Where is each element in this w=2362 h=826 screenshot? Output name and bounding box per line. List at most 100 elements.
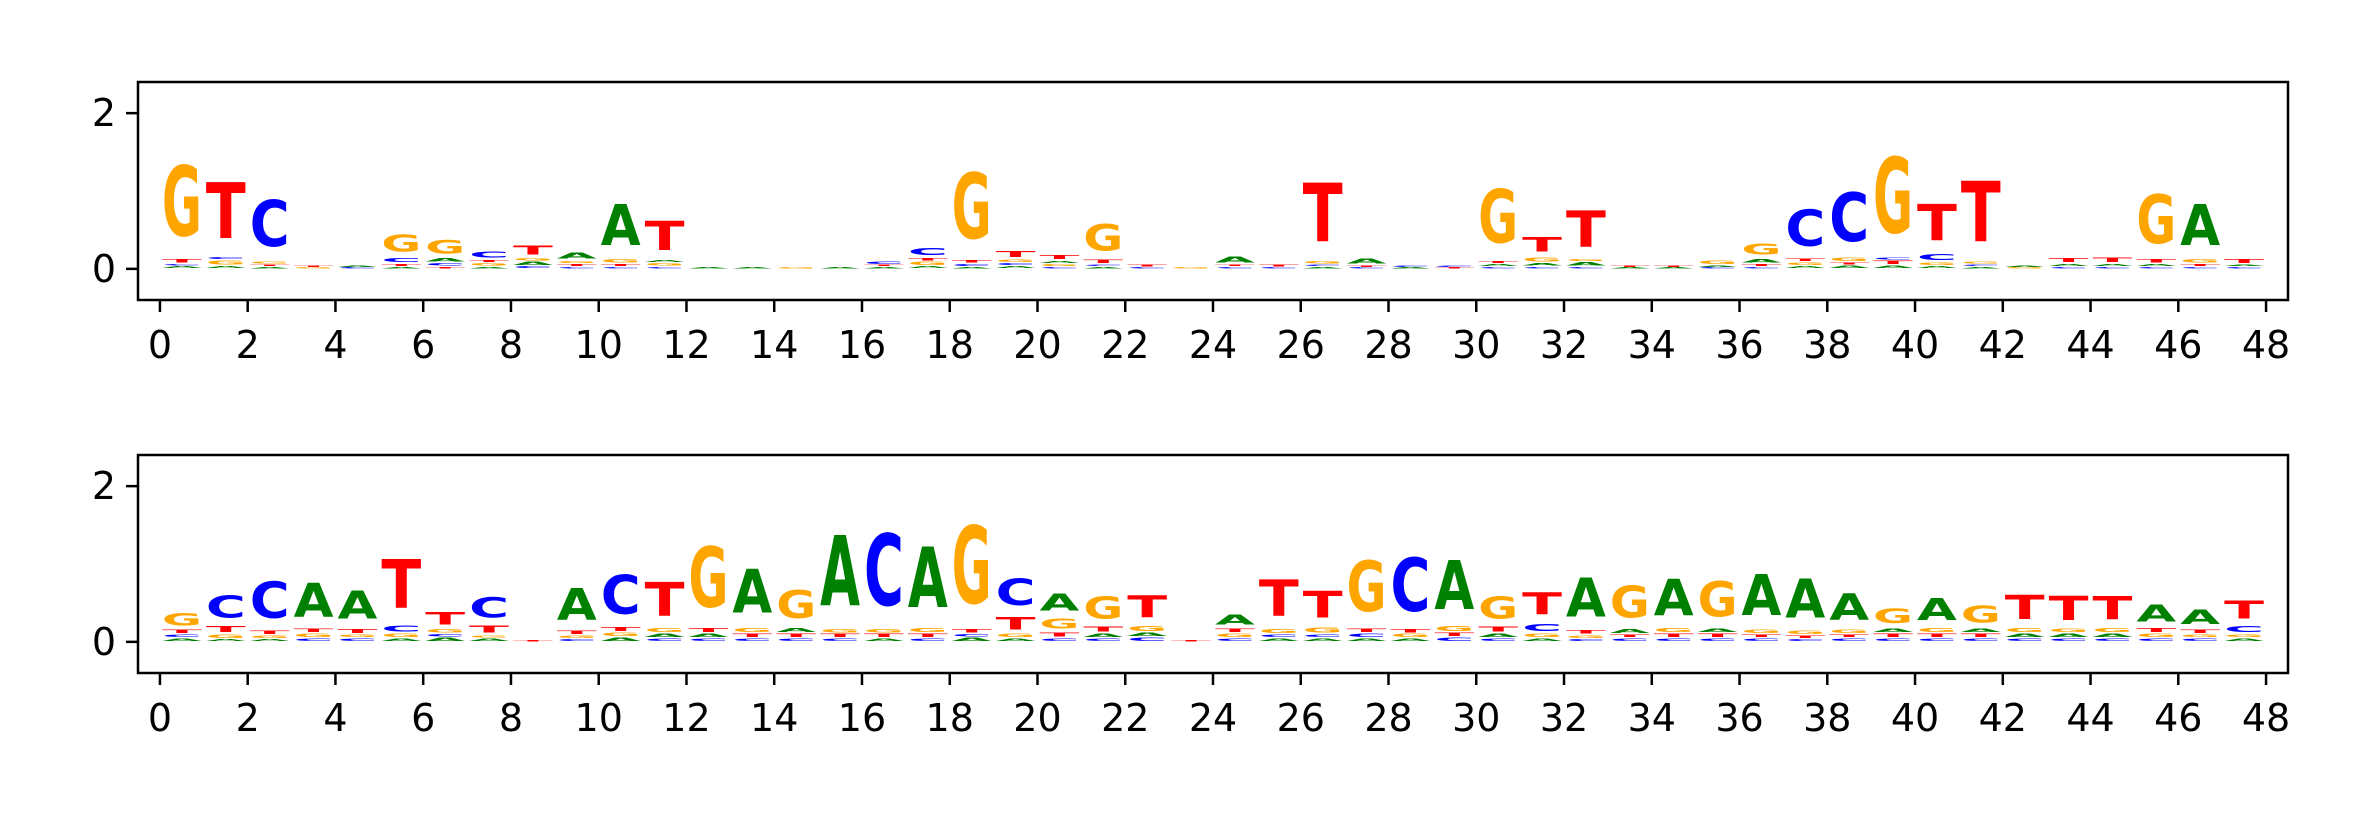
logo-letter-G: G	[1391, 633, 1431, 638]
logo-letter-C: C	[1259, 267, 1299, 269]
logo-letter-C: C	[1873, 257, 1913, 260]
logo-letter-A: A	[952, 637, 993, 642]
logo-letter-T: T	[1127, 264, 1167, 267]
logo-letter-C: C	[952, 263, 992, 266]
logo-letter-G: G	[1478, 591, 1518, 626]
logo-letter-A: A	[732, 267, 773, 269]
x-tick-label: 6	[411, 323, 435, 367]
logo-letter-T: T	[294, 628, 335, 633]
logo-letter-T: T	[1522, 233, 1562, 256]
logo-letter-C: C	[1215, 638, 1255, 642]
x-tick-label: 40	[1891, 323, 1939, 367]
letter-stack-position-42: GA	[2005, 265, 2046, 269]
logo-letter-T: T	[645, 574, 685, 628]
logo-letter-C: C	[513, 266, 553, 269]
logo-letter-T: T	[206, 168, 246, 257]
logo-letter-C: C	[1610, 638, 1650, 642]
x-tick-label: 22	[1101, 696, 1149, 740]
letter-stack-position-34: AT	[1654, 266, 1695, 269]
logo-letter-G: G	[381, 230, 421, 257]
logo-letter-G: G	[469, 635, 509, 638]
logo-letter-G: G	[1873, 605, 1913, 628]
logo-letter-A: A	[1083, 633, 1124, 638]
logo-letter-T: T	[2049, 257, 2090, 263]
logo-letter-C: C	[2049, 638, 2089, 642]
letter-stack-position-23: T	[1171, 640, 1211, 642]
logo-letter-T: T	[1347, 265, 1387, 267]
logo-letter-T: T	[1873, 633, 1914, 638]
logo-letter-A: A	[2224, 264, 2265, 266]
logo-letter-A: A	[381, 267, 422, 269]
x-tick-label: 36	[1715, 323, 1763, 367]
logo-letter-T: T	[996, 249, 1037, 258]
logo-letter-C: C	[688, 638, 728, 642]
logo-letter-G: G	[1127, 625, 1167, 633]
logo-letter-A: A	[2224, 638, 2265, 642]
logo-letter-C: C	[1039, 638, 1079, 642]
logo-letter-C: C	[250, 573, 290, 630]
logo-letter-A: A	[1873, 265, 1914, 269]
x-tick-label: 16	[838, 323, 886, 367]
logo-letter-C: C	[1917, 638, 1957, 642]
x-tick-label: 10	[575, 696, 623, 740]
logo-letter-C: C	[1654, 638, 1694, 642]
logo-letter-C: C	[425, 263, 465, 267]
logo-letter-C: C	[162, 263, 202, 265]
logo-letter-C: C	[776, 638, 816, 642]
logo-letter-G: G	[1785, 630, 1825, 635]
x-tick-label: 0	[148, 323, 172, 367]
logo-letter-A: A	[381, 638, 422, 642]
logo-letter-T: T	[1566, 629, 1607, 634]
logo-letter-T: T	[557, 630, 598, 635]
logo-letter-T: T	[1259, 570, 1299, 628]
logo-letter-A: A	[1347, 638, 1388, 642]
logo-letter-C: C	[557, 639, 597, 642]
logo-letter-G: G	[908, 627, 948, 633]
logo-letter-C: C	[1303, 264, 1343, 266]
logo-letter-A: A	[952, 267, 993, 269]
logo-letter-C: C	[864, 513, 904, 628]
logo-letter-T: T	[513, 243, 553, 257]
logo-letter-C: C	[1785, 201, 1825, 258]
logo-letter-T: T	[908, 257, 949, 261]
logo-letter-C: C	[1917, 253, 1957, 262]
logo-letter-C: C	[1039, 267, 1079, 269]
logo-letter-G: G	[1215, 633, 1255, 638]
logo-letter-A: A	[1610, 267, 1651, 269]
logo-letter-G: G	[1742, 629, 1782, 634]
logo-letter-A: A	[1566, 262, 1607, 267]
logo-letter-A: A	[2005, 633, 2046, 638]
logo-letter-C: C	[162, 634, 202, 638]
x-tick-label: 10	[575, 323, 623, 367]
logo-letter-T: T	[1566, 201, 1606, 259]
logo-letter-A: A	[2049, 633, 2090, 638]
x-tick-label: 18	[926, 696, 974, 740]
logo-letter-T: T	[1654, 633, 1695, 638]
logo-letter-A: A	[162, 266, 203, 269]
logo-letter-A: A	[996, 266, 1037, 269]
logo-letter-A: A	[1478, 263, 1519, 266]
logo-letter-T: T	[1873, 260, 1914, 265]
logo-letter-G: G	[908, 261, 948, 266]
y-tick-label: 2	[92, 464, 116, 508]
x-tick-label: 46	[2154, 696, 2202, 740]
logo-letter-G: G	[557, 635, 597, 639]
logo-letter-A: A	[1391, 267, 1432, 269]
x-tick-label: 8	[499, 323, 523, 367]
